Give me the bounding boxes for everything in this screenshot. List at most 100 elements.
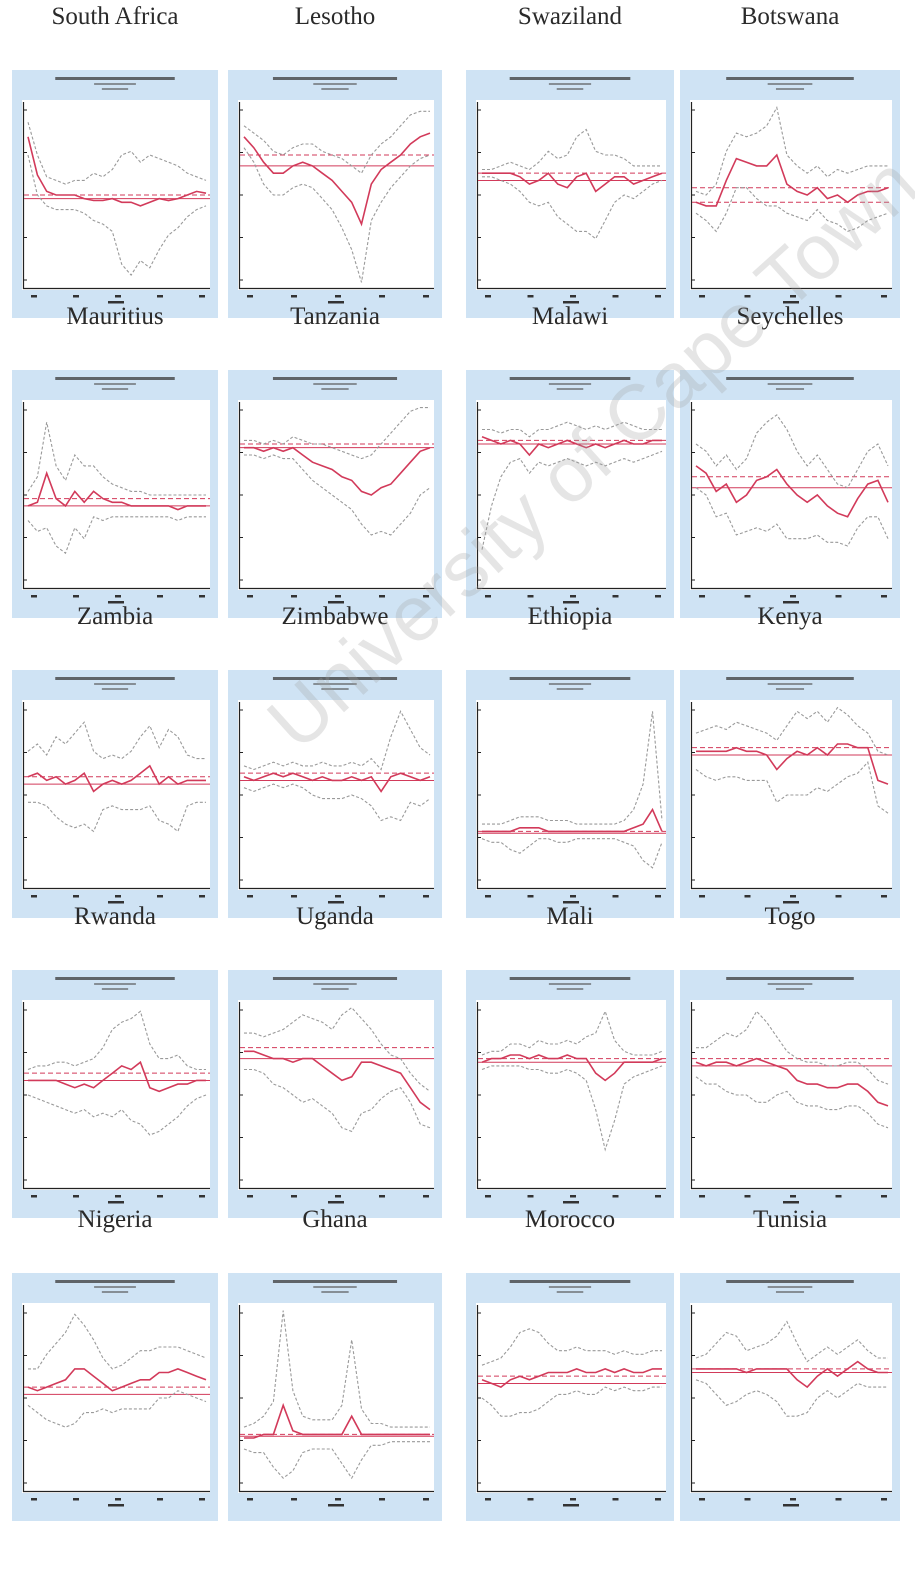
panel-subheading-bar — [94, 83, 136, 85]
plot-axes — [476, 402, 666, 590]
plot-area — [22, 1000, 210, 1190]
upper-band-line — [482, 128, 662, 171]
x-axis-ticks — [699, 895, 887, 904]
x-tick-label — [835, 295, 842, 298]
x-tick-label — [527, 295, 534, 298]
x-tick-label — [485, 1195, 491, 1198]
panel-heading — [272, 1280, 398, 1293]
x-axis-ticks — [247, 295, 429, 304]
panel-heading — [726, 1280, 854, 1293]
panel-subheading-bar — [94, 383, 136, 385]
x-tick-label — [612, 1498, 619, 1501]
x-axis-title-mark — [783, 301, 799, 304]
panel-heading-bar — [55, 677, 175, 680]
panel-subheading-bar — [767, 83, 813, 85]
x-tick-label — [335, 895, 341, 898]
x-tick-label — [835, 595, 842, 598]
x-tick-label — [485, 1498, 491, 1501]
upper-band-line — [482, 421, 662, 438]
x-tick-label — [835, 1498, 842, 1501]
x-tick-label — [699, 1498, 705, 1501]
estimate-line — [695, 1057, 889, 1107]
x-tick-label — [379, 1195, 385, 1198]
upper-band-line — [695, 1320, 888, 1363]
x-tick-label — [881, 295, 887, 298]
plot-axes — [22, 402, 210, 590]
x-tick-label — [247, 595, 253, 598]
x-tick-label — [423, 895, 429, 898]
x-axis-ticks — [699, 1498, 887, 1507]
plot-axes — [22, 702, 210, 890]
panel-heading-bar — [272, 77, 398, 80]
panel-heading-bar — [509, 677, 631, 680]
estimate-chart — [690, 1305, 892, 1493]
upper-band-line — [695, 414, 889, 489]
estimate-chart — [476, 102, 666, 290]
estimate-chart — [22, 402, 210, 590]
x-tick-label — [247, 1498, 253, 1501]
estimate-chart — [690, 402, 892, 590]
plot-axes — [690, 702, 892, 890]
upper-band-line — [695, 706, 889, 756]
country-title: Nigeria — [77, 1206, 153, 1233]
x-tick-label — [881, 895, 887, 898]
x-tick-label — [790, 1195, 796, 1198]
estimate-line — [244, 1402, 430, 1439]
estimate-chart — [690, 102, 892, 290]
x-axis-title-mark — [328, 1504, 344, 1507]
x-tick-label — [527, 895, 534, 898]
estimate-chart — [22, 1305, 210, 1493]
panel-subheading-bar — [556, 688, 584, 690]
chart-panel — [12, 670, 218, 918]
x-axis-ticks — [247, 895, 429, 904]
lower-band-line — [695, 187, 889, 233]
x-axis-ticks — [31, 1195, 205, 1204]
panel-subheading-bar — [556, 988, 584, 990]
estimate-line — [695, 153, 889, 207]
chart-panel — [680, 1273, 900, 1521]
x-tick-label — [570, 595, 576, 598]
x-axis-ticks — [699, 295, 887, 304]
x-axis-title-mark — [783, 901, 799, 904]
x-tick-label — [655, 595, 661, 598]
chart-panel — [228, 70, 442, 318]
plot-axes — [690, 102, 892, 290]
chart-panel — [228, 970, 442, 1218]
x-tick-label — [612, 895, 619, 898]
x-tick-label — [744, 1498, 751, 1501]
x-tick-label — [157, 1498, 163, 1501]
panel-subheading-bar — [775, 1291, 805, 1293]
panel-heading — [726, 377, 854, 390]
x-tick-label — [73, 895, 79, 898]
x-tick-label — [199, 895, 205, 898]
lower-band-line — [482, 176, 663, 240]
plot-axes — [690, 1002, 892, 1190]
panel-heading-bar — [55, 77, 175, 80]
country-title: South Africa — [51, 3, 179, 30]
x-axis-ticks — [31, 295, 205, 304]
x-tick-label — [199, 1498, 205, 1501]
estimate-line — [27, 470, 206, 511]
panel-heading-bar — [726, 677, 854, 680]
panel-heading — [55, 977, 175, 990]
x-tick-label — [73, 595, 79, 598]
x-tick-label — [73, 1498, 79, 1501]
x-tick-label — [570, 895, 576, 898]
x-tick-label — [744, 295, 751, 298]
panel-subheading-bar — [767, 383, 813, 385]
panel-heading-bar — [55, 377, 175, 380]
panel-heading — [726, 677, 854, 690]
estimate-chart — [690, 702, 892, 890]
panel-subheading-bar — [101, 88, 129, 90]
panel-heading — [272, 677, 398, 690]
estimate-line — [695, 465, 889, 518]
plot-area — [476, 400, 666, 590]
lower-band-line — [244, 1068, 431, 1133]
panel-subheading-bar — [94, 983, 136, 985]
chart-panel — [12, 370, 218, 618]
panel-heading — [726, 977, 854, 990]
panel-heading-bar — [509, 1280, 631, 1283]
x-axis-ticks — [31, 595, 205, 604]
lower-band-line — [695, 487, 889, 547]
x-tick-label — [790, 1498, 796, 1501]
